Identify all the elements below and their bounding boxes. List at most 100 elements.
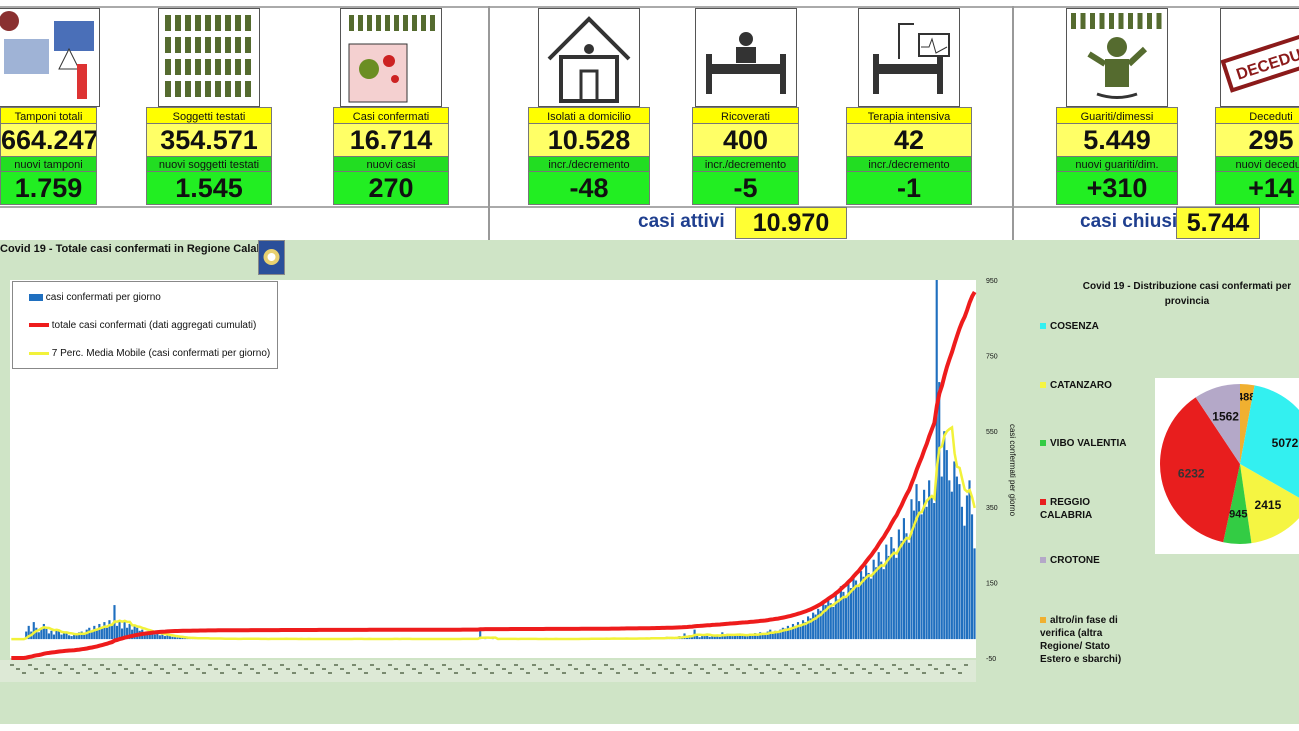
pie-slice [1223, 464, 1252, 544]
daily-cases-bar [62, 632, 66, 640]
x-tick-mark [286, 668, 290, 670]
x-tick-mark [10, 664, 14, 666]
daily-cases-bar [479, 629, 482, 640]
x-tick-mark [160, 668, 164, 670]
x-tick-mark [184, 672, 188, 674]
x-tick-mark [424, 664, 428, 666]
x-tick-mark [814, 672, 818, 674]
x-tick-mark [430, 668, 434, 670]
daily-cases-bar [151, 631, 154, 640]
x-tick-mark [358, 668, 362, 670]
divider [1012, 6, 1014, 240]
daily-cases-bar [716, 635, 719, 640]
tile-subvalue: -5 [692, 171, 799, 205]
pie-legend-item: altro/in fase di verifica (altra Regione… [1040, 615, 1122, 665]
daily-cases-bar [965, 495, 969, 640]
daily-cases-bar [938, 382, 941, 640]
pie-value-label: 488 [1237, 391, 1255, 403]
x-tick-mark [226, 664, 230, 666]
daily-cases-bar [794, 625, 797, 640]
daily-cases-bar [769, 629, 772, 640]
daily-cases-bar [791, 623, 795, 640]
daily-cases-bar [184, 638, 187, 640]
daily-cases-bar [920, 514, 923, 640]
intensive-care-icon [858, 8, 960, 107]
daily-cases-bar [812, 612, 815, 640]
x-tick-mark [754, 668, 758, 670]
x-tick-mark [64, 664, 68, 666]
x-tick-mark [346, 672, 350, 674]
pie-slice [1240, 384, 1255, 464]
tile-label: Casi confermati [333, 107, 449, 127]
x-tick-mark [478, 664, 482, 666]
x-tick-mark [256, 672, 260, 674]
daily-cases-bar [872, 559, 875, 640]
x-tick-mark [658, 664, 662, 666]
x-tick-mark [196, 668, 200, 670]
x-tick-mark [940, 672, 944, 674]
x-tick-mark [442, 664, 446, 666]
pie-slice [1240, 464, 1299, 544]
daily-cases-bar [728, 634, 731, 640]
x-tick-mark [502, 668, 506, 670]
x-tick-mark [844, 668, 848, 670]
x-tick-mark [808, 668, 812, 670]
people-tested-icon [158, 8, 260, 107]
tile-value: 42 [846, 123, 972, 157]
tile-subvalue: 270 [333, 171, 449, 205]
daily-cases-bar [817, 608, 820, 640]
tile-sublabel: nuovi soggetti testati [146, 156, 272, 174]
x-tick-mark [460, 664, 464, 666]
daily-cases-bar [895, 557, 898, 640]
daily-cases-bar [703, 636, 706, 640]
x-tick-mark [82, 664, 86, 666]
daily-cases-bar [690, 636, 694, 640]
daily-cases-bar [78, 632, 81, 640]
daily-cases-bar [875, 567, 878, 640]
daily-cases-bar [736, 634, 739, 640]
x-tick-mark [694, 664, 698, 666]
x-tick-mark [118, 664, 122, 666]
cumulative-line [11, 290, 977, 660]
x-tick-mark [94, 672, 98, 674]
daily-cases-bar [930, 495, 933, 640]
daily-cases-bar [32, 622, 35, 640]
daily-cases-bar [963, 525, 966, 640]
x-tick-mark [526, 672, 530, 674]
daily-cases-bar [809, 618, 812, 640]
daily-cases-bar [88, 627, 91, 640]
x-tick-mark [622, 664, 626, 666]
daily-cases-bar [85, 629, 88, 640]
x-tick-mark [304, 668, 308, 670]
x-tick-mark [124, 668, 128, 670]
right-tick-label: 950 [986, 278, 998, 285]
legend-swatch [1040, 499, 1046, 505]
pie-value-label: 1562 [1212, 410, 1239, 424]
right-axis-label: casi confermati per giorno [1008, 424, 1017, 517]
daily-cases-bar [862, 576, 865, 640]
daily-cases-bar [726, 633, 729, 640]
active-cases-label: casi attivi [638, 211, 725, 232]
x-tick-mark [178, 668, 182, 670]
active-cases-value: 10.970 [735, 207, 847, 239]
daily-cases-bar [955, 476, 958, 640]
daily-cases-bar [857, 586, 860, 640]
x-tick-mark [682, 668, 686, 670]
x-tick-mark [838, 664, 842, 666]
x-tick-mark [202, 672, 206, 674]
x-tick-mark [934, 668, 938, 670]
tile-subvalue: +310 [1056, 171, 1178, 205]
x-tick-mark [820, 664, 824, 666]
x-tick-mark [586, 664, 590, 666]
x-tick-mark [436, 672, 440, 674]
x-tick-mark [760, 672, 764, 674]
x-tick-mark [334, 664, 338, 666]
x-tick-mark [520, 668, 524, 670]
x-tick-mark [514, 664, 518, 666]
daily-cases-bar [168, 636, 172, 640]
x-tick-mark [832, 672, 836, 674]
daily-cases-bar [933, 503, 936, 640]
daily-cases-bar [166, 635, 169, 640]
x-tick-mark [112, 672, 116, 674]
x-tick-mark [592, 668, 596, 670]
